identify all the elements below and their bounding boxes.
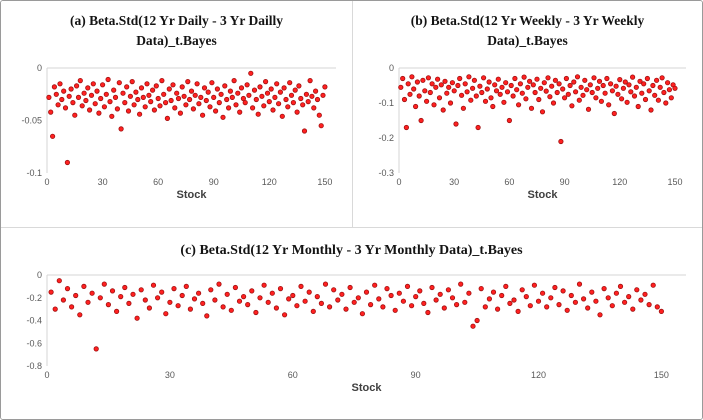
svg-text:150: 150 xyxy=(317,177,332,187)
svg-text:120: 120 xyxy=(612,177,627,187)
svg-text:-0.05: -0.05 xyxy=(21,115,42,125)
x-axis-label-b: Stock xyxy=(527,188,558,201)
svg-text:0: 0 xyxy=(396,177,401,187)
scatter-plot-a: 0 -0.05 -0.1 0 30 60 90 120 150 xyxy=(7,62,348,188)
svg-text:0: 0 xyxy=(389,63,394,73)
svg-text:90: 90 xyxy=(411,370,421,380)
svg-text:150: 150 xyxy=(654,370,669,380)
svg-text:-0.1: -0.1 xyxy=(26,168,42,178)
svg-text:-0.2: -0.2 xyxy=(26,293,42,303)
svg-text:60: 60 xyxy=(288,370,298,380)
svg-text:30: 30 xyxy=(165,370,175,380)
scatter-plot-c: 0 -0.2 -0.4 -0.6 -0.8 0 30 60 90 120 150 xyxy=(7,269,698,381)
svg-text:120: 120 xyxy=(262,177,277,187)
svg-text:-0.8: -0.8 xyxy=(26,361,42,371)
scatter-plot-b: 0 -0.1 -0.2 -0.3 0 30 60 90 120 150 xyxy=(359,62,698,188)
x-axis-label-a: Stock xyxy=(176,188,207,201)
chart-title-b: (b) Beta.Std(12 Yr Weekly - 3 Yr Weekly … xyxy=(410,13,645,49)
svg-text:-0.6: -0.6 xyxy=(26,338,42,348)
svg-text:-0.2: -0.2 xyxy=(378,133,394,143)
svg-text:90: 90 xyxy=(560,177,570,187)
svg-text:-0.1: -0.1 xyxy=(378,98,394,108)
svg-text:0: 0 xyxy=(37,63,42,73)
svg-text:150: 150 xyxy=(667,177,682,187)
svg-text:30: 30 xyxy=(98,177,108,187)
top-row: (a) Beta.Std(12 Yr Daily - 3 Yr Dailly D… xyxy=(1,1,702,227)
chart-title-c: (c) Beta.Std(12 Yr Monthly - 3 Yr Monthl… xyxy=(180,243,523,258)
svg-text:0: 0 xyxy=(44,177,49,187)
chart-title-a: (a) Beta.Std(12 Yr Daily - 3 Yr Dailly D… xyxy=(70,13,283,49)
svg-text:90: 90 xyxy=(209,177,219,187)
chart-panel-b: (b) Beta.Std(12 Yr Weekly - 3 Yr Weekly … xyxy=(352,1,702,227)
svg-text:120: 120 xyxy=(531,370,546,380)
svg-text:60: 60 xyxy=(153,177,163,187)
svg-text:0: 0 xyxy=(37,270,42,280)
svg-text:60: 60 xyxy=(504,177,514,187)
x-axis-label-c: Stock xyxy=(351,382,382,394)
svg-text:0: 0 xyxy=(44,370,49,380)
svg-text:30: 30 xyxy=(449,177,459,187)
chart-panel-c: (c) Beta.Std(12 Yr Monthly - 3 Yr Monthl… xyxy=(1,227,702,419)
svg-text:-0.3: -0.3 xyxy=(378,168,394,178)
svg-text:-0.4: -0.4 xyxy=(26,316,42,326)
chart-panel-a: (a) Beta.Std(12 Yr Daily - 3 Yr Dailly D… xyxy=(1,1,352,227)
